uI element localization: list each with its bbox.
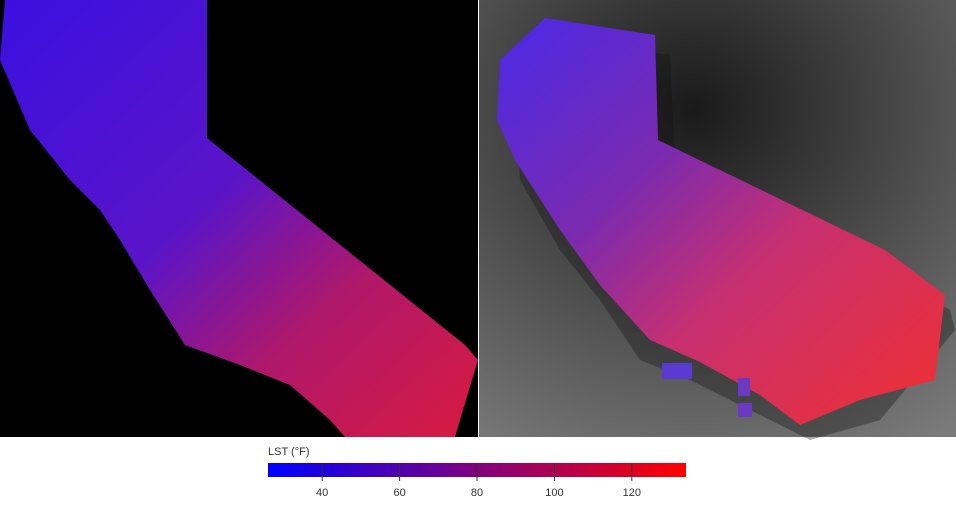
island: [738, 403, 752, 417]
colorbar-tick-label: 40: [316, 487, 328, 499]
left-map: [0, 0, 478, 437]
colorbar-tick-label: 60: [393, 487, 405, 499]
state-shape-3d: [497, 18, 945, 425]
island: [662, 363, 692, 379]
right-map: [479, 0, 956, 440]
colorbar-tick-label: 100: [545, 487, 563, 499]
state-shape: [0, 0, 478, 437]
colorbar-title: LST (°F): [268, 446, 309, 458]
colorbar-tick-label: 80: [471, 487, 483, 499]
colorbar-tick-label: 120: [623, 487, 641, 499]
island: [738, 378, 750, 396]
